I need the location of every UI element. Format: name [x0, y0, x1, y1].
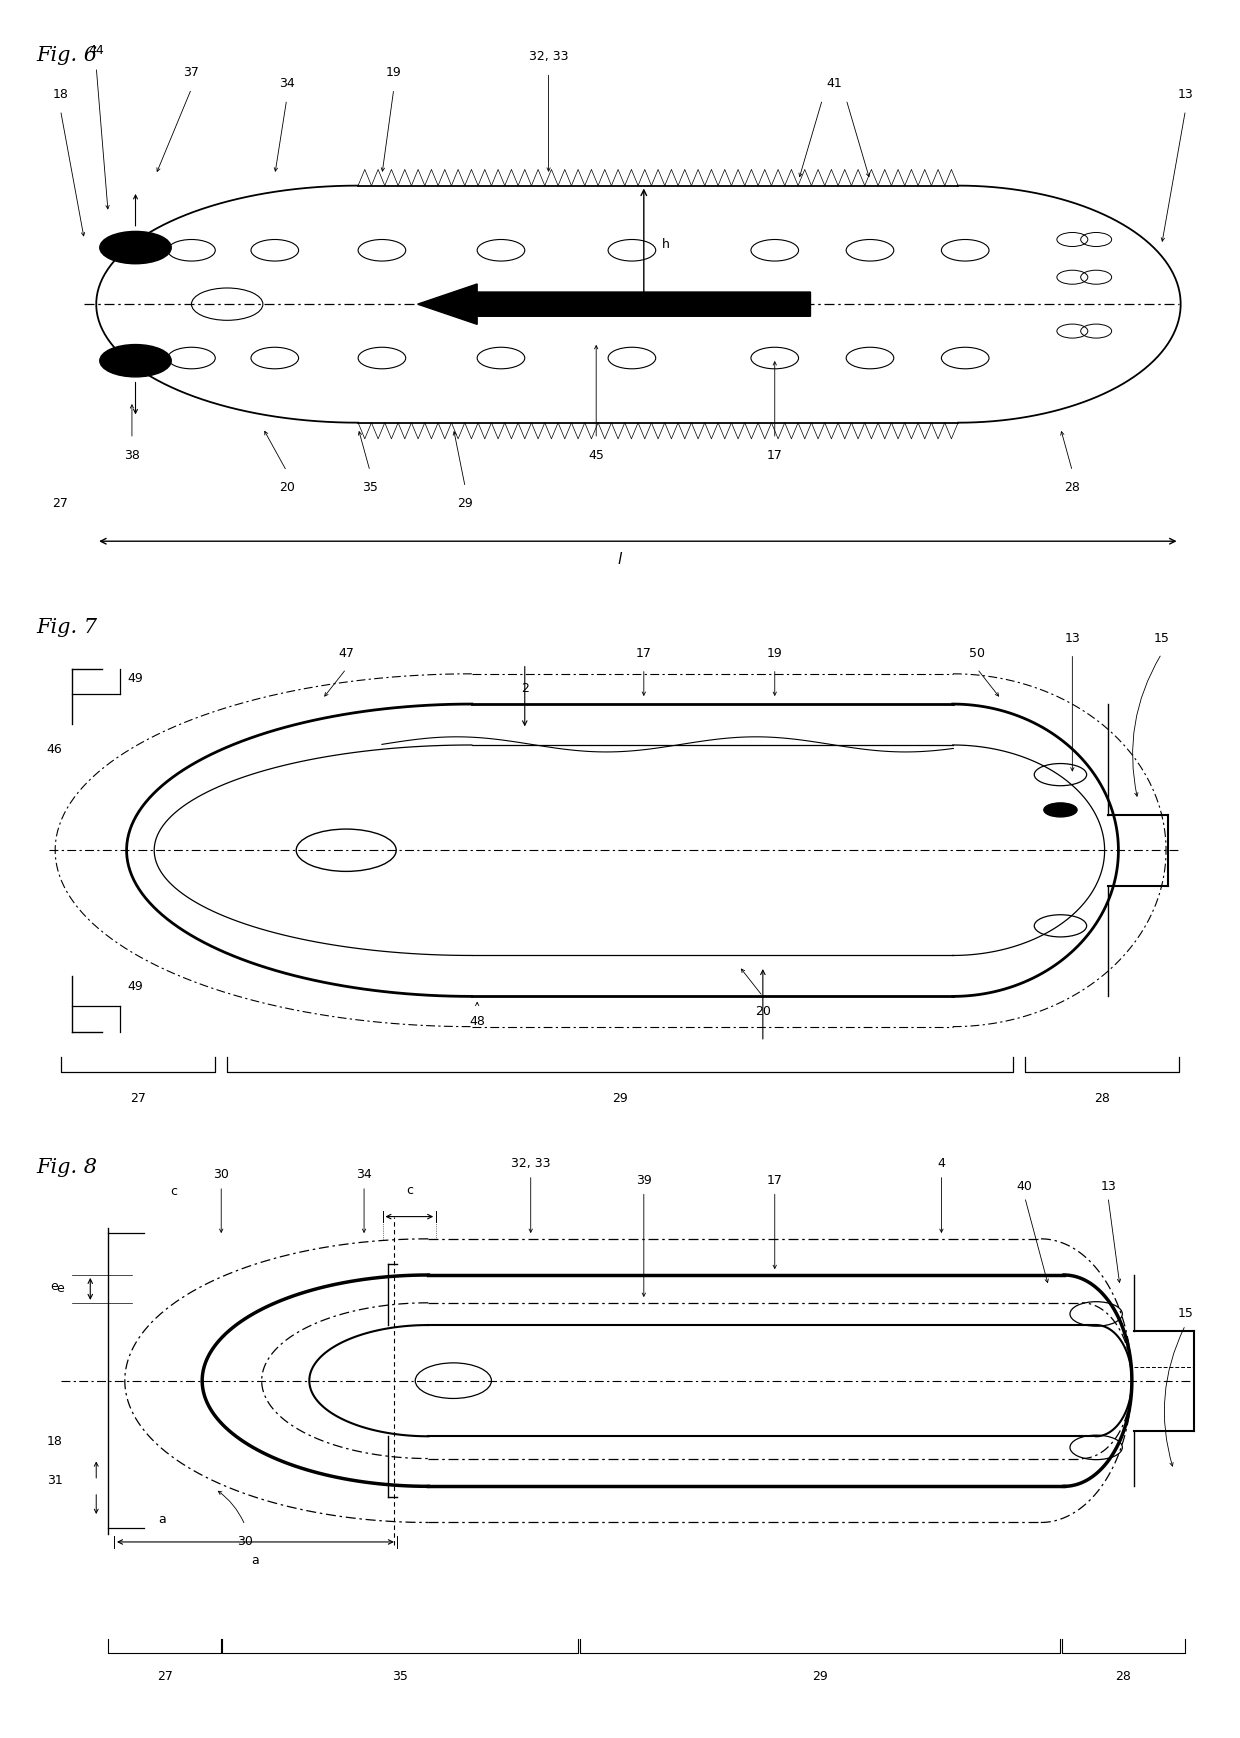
Text: 30: 30 — [213, 1168, 229, 1182]
Text: Fig. 7: Fig. 7 — [37, 619, 98, 638]
Text: e: e — [57, 1283, 64, 1295]
Text: 15: 15 — [1153, 633, 1169, 645]
Text: 13: 13 — [1100, 1180, 1116, 1192]
Text: 39: 39 — [636, 1173, 652, 1187]
Text: 20: 20 — [755, 1005, 771, 1018]
Text: 20: 20 — [279, 481, 295, 494]
Text: 34: 34 — [279, 76, 295, 90]
Text: 27: 27 — [156, 1670, 172, 1682]
Text: 38: 38 — [124, 448, 140, 462]
Text: 29: 29 — [613, 1091, 627, 1105]
Circle shape — [99, 231, 171, 264]
Text: 49: 49 — [128, 980, 144, 992]
Text: l: l — [618, 553, 622, 567]
Text: 27: 27 — [52, 497, 68, 509]
Text: 34: 34 — [356, 1168, 372, 1182]
Text: 18: 18 — [52, 87, 68, 101]
Text: Fig. 6: Fig. 6 — [37, 45, 98, 64]
Circle shape — [1044, 803, 1078, 817]
Text: c: c — [170, 1185, 177, 1197]
FancyArrow shape — [418, 283, 811, 325]
Text: 19: 19 — [386, 66, 402, 78]
Text: 28: 28 — [1094, 1091, 1110, 1105]
Text: 49: 49 — [128, 673, 144, 685]
Text: 17: 17 — [766, 448, 782, 462]
Text: 35: 35 — [392, 1670, 408, 1682]
Text: 15: 15 — [1178, 1307, 1193, 1321]
Text: 37: 37 — [184, 66, 200, 78]
Text: 35: 35 — [362, 481, 378, 494]
Text: 4: 4 — [937, 1158, 945, 1170]
Text: 31: 31 — [47, 1474, 62, 1488]
Text: 18: 18 — [47, 1436, 62, 1448]
Text: 17: 17 — [766, 1173, 782, 1187]
Text: 13: 13 — [1178, 87, 1193, 101]
Text: 44: 44 — [88, 45, 104, 57]
Text: 48: 48 — [469, 1015, 485, 1029]
Circle shape — [99, 344, 171, 377]
Text: 50: 50 — [970, 647, 985, 660]
Text: Fig. 8: Fig. 8 — [37, 1158, 98, 1177]
Text: 45: 45 — [588, 448, 604, 462]
Text: 32, 33: 32, 33 — [511, 1158, 551, 1170]
Text: 28: 28 — [1064, 481, 1080, 494]
Text: 28: 28 — [1116, 1670, 1131, 1682]
Text: e: e — [51, 1279, 58, 1293]
Text: 46: 46 — [47, 742, 62, 756]
Text: a: a — [252, 1554, 259, 1568]
Text: 29: 29 — [812, 1670, 828, 1682]
Text: 2: 2 — [521, 683, 528, 695]
Text: 47: 47 — [339, 647, 355, 660]
Text: h: h — [662, 238, 670, 252]
Text: 19: 19 — [766, 647, 782, 660]
Text: 27: 27 — [130, 1091, 146, 1105]
Text: a: a — [157, 1514, 166, 1526]
Text: 17: 17 — [636, 647, 652, 660]
Text: 40: 40 — [1017, 1180, 1033, 1192]
Text: 30: 30 — [237, 1535, 253, 1549]
Text: 29: 29 — [458, 497, 474, 509]
Text: 32, 33: 32, 33 — [528, 50, 568, 63]
Text: 13: 13 — [1064, 633, 1080, 645]
Text: 41: 41 — [826, 76, 842, 90]
Text: c: c — [405, 1184, 413, 1197]
